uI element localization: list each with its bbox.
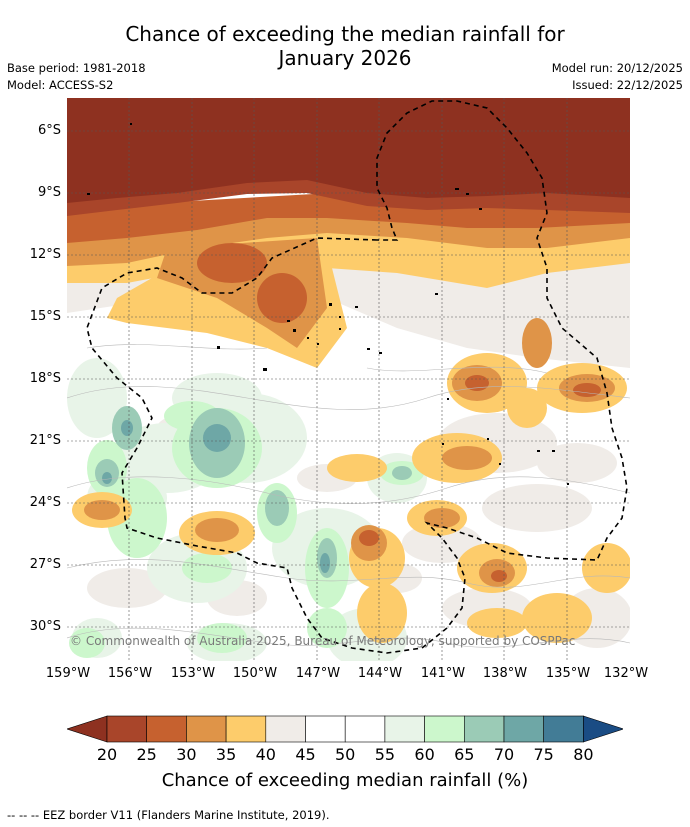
colorbar-tick-label: 55 xyxy=(374,745,396,764)
rainfall-probability-map xyxy=(67,98,630,661)
lat-label-18s: 18°S xyxy=(29,371,61,386)
map-title: Chance of exceeding the median rainfall … xyxy=(0,22,690,70)
colorbar-segment xyxy=(384,715,425,743)
lon-label-147w: 147°W xyxy=(295,666,341,681)
extremely-dry-band xyxy=(67,98,630,203)
colorbar-tick-label: 60 xyxy=(414,745,435,764)
colorbar xyxy=(67,715,623,743)
lon-label-156w: 156°W xyxy=(107,666,153,681)
colorbar-upper-extend xyxy=(583,715,623,743)
lon-label-159w: 159°W xyxy=(45,666,91,681)
colorbar-lower-extend xyxy=(67,715,108,743)
colorbar-tick-label: 80 xyxy=(573,745,594,764)
colorbar-tick-label: 70 xyxy=(493,745,515,764)
lon-label-138w: 138°W xyxy=(482,666,528,681)
lon-label-144w: 144°W xyxy=(357,666,403,681)
base-period: Base period: 1981-2018 xyxy=(7,61,146,75)
lon-label-132w: 132°W xyxy=(603,666,649,681)
lat-label-24s: 24°S xyxy=(29,495,61,510)
colorbar-segment xyxy=(503,715,545,743)
probability-contours xyxy=(67,344,630,648)
colorbar-tick-label: 25 xyxy=(136,745,157,764)
lat-label-6s: 6°S xyxy=(37,123,61,138)
colorbar-segment xyxy=(344,715,386,743)
lon-label-141w: 141°W xyxy=(420,666,466,681)
lon-label-135w: 135°W xyxy=(545,666,591,681)
colorbar-tick-label: 30 xyxy=(176,745,197,764)
colorbar-tick-label: 75 xyxy=(533,745,554,764)
colorbar-segment xyxy=(186,715,227,743)
title-line-1: Chance of exceeding the median rainfall … xyxy=(125,22,565,46)
graticule xyxy=(67,98,630,661)
colorbar-tick-label: 50 xyxy=(335,745,356,764)
title-line-2: January 2026 xyxy=(278,46,412,70)
colorbar-label: Chance of exceeding median rainfall (%) xyxy=(161,770,529,791)
lat-label-27s: 27°S xyxy=(29,557,61,572)
meta-right: Model run: 20/12/2025 Issued: 22/12/2025 xyxy=(552,60,683,94)
issued-date: Issued: 22/12/2025 xyxy=(572,78,683,92)
meta-left: Base period: 1981-2018 Model: ACCESS-S2 xyxy=(7,60,146,94)
lon-label-153w: 153°W xyxy=(170,666,216,681)
model-run: Model run: 20/12/2025 xyxy=(551,61,683,75)
eez-footnote: -- -- -- EEZ border V11 (Flanders Marine… xyxy=(7,808,330,822)
colorbar-tick-label: 20 xyxy=(96,745,118,764)
colorbar-segment xyxy=(463,715,505,743)
colorbar-segment xyxy=(543,715,584,743)
lat-label-9s: 9°S xyxy=(37,185,61,200)
lat-label-21s: 21°S xyxy=(29,433,61,448)
copyright-notice: © Commonwealth of Australia 2025, Bureau… xyxy=(70,634,576,648)
colorbar-segment xyxy=(305,715,346,743)
colorbar-segment xyxy=(265,715,306,743)
colorbar-segment xyxy=(225,715,267,743)
colorbar-tick-label: 65 xyxy=(454,745,475,764)
eez-border xyxy=(86,100,628,654)
lat-label-15s: 15°S xyxy=(29,309,61,324)
colorbar-segment xyxy=(106,715,148,743)
very-high-above-median-regions xyxy=(102,420,330,573)
lat-label-30s: 30°S xyxy=(29,619,61,634)
colorbar-tick-label: 35 xyxy=(215,745,237,764)
colorbar-segment xyxy=(146,715,187,743)
colorbar-segment xyxy=(424,715,465,743)
colorbar-tick-label: 45 xyxy=(295,745,316,764)
lon-label-150w: 150°W xyxy=(232,666,278,681)
islands xyxy=(87,123,569,485)
colorbar-tick-label: 40 xyxy=(255,745,276,764)
colorbar-segments xyxy=(67,715,623,743)
lat-label-12s: 12°S xyxy=(29,247,61,262)
model-name: Model: ACCESS-S2 xyxy=(7,78,114,92)
